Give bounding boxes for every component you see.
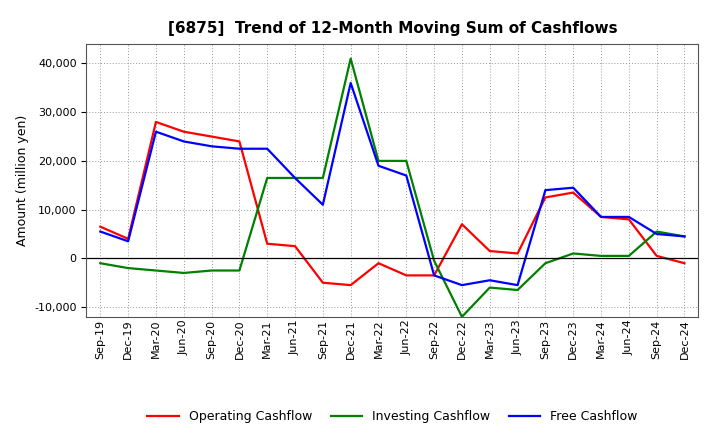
Operating Cashflow (179, 129, 188, 134)
Operating Cashflow (263, 241, 271, 246)
Free Cashflow (652, 231, 661, 237)
Investing Cashflow (652, 229, 661, 234)
Investing Cashflow (318, 175, 327, 180)
Investing Cashflow (597, 253, 606, 259)
Investing Cashflow (569, 251, 577, 256)
Free Cashflow (207, 143, 216, 149)
Investing Cashflow (96, 260, 104, 266)
Investing Cashflow (291, 175, 300, 180)
Operating Cashflow (96, 224, 104, 229)
Free Cashflow (513, 282, 522, 288)
Operating Cashflow (374, 260, 383, 266)
Free Cashflow (291, 175, 300, 180)
Investing Cashflow (207, 268, 216, 273)
Operating Cashflow (152, 119, 161, 125)
Free Cashflow (624, 214, 633, 220)
Free Cashflow (597, 214, 606, 220)
Investing Cashflow (235, 268, 243, 273)
Operating Cashflow (235, 139, 243, 144)
Investing Cashflow (458, 314, 467, 319)
Line: Free Cashflow: Free Cashflow (100, 83, 685, 285)
Title: [6875]  Trend of 12-Month Moving Sum of Cashflows: [6875] Trend of 12-Month Moving Sum of C… (168, 21, 617, 36)
Legend: Operating Cashflow, Investing Cashflow, Free Cashflow: Operating Cashflow, Investing Cashflow, … (143, 405, 642, 428)
Operating Cashflow (597, 214, 606, 220)
Y-axis label: Amount (million yen): Amount (million yen) (16, 115, 29, 246)
Investing Cashflow (430, 258, 438, 264)
Investing Cashflow (124, 265, 132, 271)
Investing Cashflow (485, 285, 494, 290)
Free Cashflow (458, 282, 467, 288)
Investing Cashflow (402, 158, 410, 164)
Investing Cashflow (680, 234, 689, 239)
Operating Cashflow (569, 190, 577, 195)
Operating Cashflow (124, 236, 132, 242)
Investing Cashflow (624, 253, 633, 259)
Free Cashflow (374, 163, 383, 169)
Free Cashflow (680, 234, 689, 239)
Investing Cashflow (346, 56, 355, 61)
Operating Cashflow (291, 243, 300, 249)
Free Cashflow (402, 173, 410, 178)
Free Cashflow (346, 81, 355, 86)
Free Cashflow (179, 139, 188, 144)
Free Cashflow (318, 202, 327, 207)
Line: Investing Cashflow: Investing Cashflow (100, 59, 685, 317)
Investing Cashflow (513, 287, 522, 293)
Operating Cashflow (346, 282, 355, 288)
Operating Cashflow (458, 222, 467, 227)
Free Cashflow (152, 129, 161, 134)
Operating Cashflow (541, 195, 550, 200)
Investing Cashflow (263, 175, 271, 180)
Operating Cashflow (680, 260, 689, 266)
Operating Cashflow (513, 251, 522, 256)
Free Cashflow (124, 238, 132, 244)
Free Cashflow (485, 278, 494, 283)
Free Cashflow (569, 185, 577, 191)
Operating Cashflow (430, 273, 438, 278)
Investing Cashflow (541, 260, 550, 266)
Operating Cashflow (402, 273, 410, 278)
Free Cashflow (541, 187, 550, 193)
Free Cashflow (430, 273, 438, 278)
Investing Cashflow (374, 158, 383, 164)
Investing Cashflow (179, 270, 188, 275)
Operating Cashflow (624, 217, 633, 222)
Operating Cashflow (485, 249, 494, 254)
Operating Cashflow (652, 253, 661, 259)
Free Cashflow (235, 146, 243, 151)
Free Cashflow (263, 146, 271, 151)
Investing Cashflow (152, 268, 161, 273)
Operating Cashflow (318, 280, 327, 285)
Line: Operating Cashflow: Operating Cashflow (100, 122, 685, 285)
Operating Cashflow (207, 134, 216, 139)
Free Cashflow (96, 229, 104, 234)
